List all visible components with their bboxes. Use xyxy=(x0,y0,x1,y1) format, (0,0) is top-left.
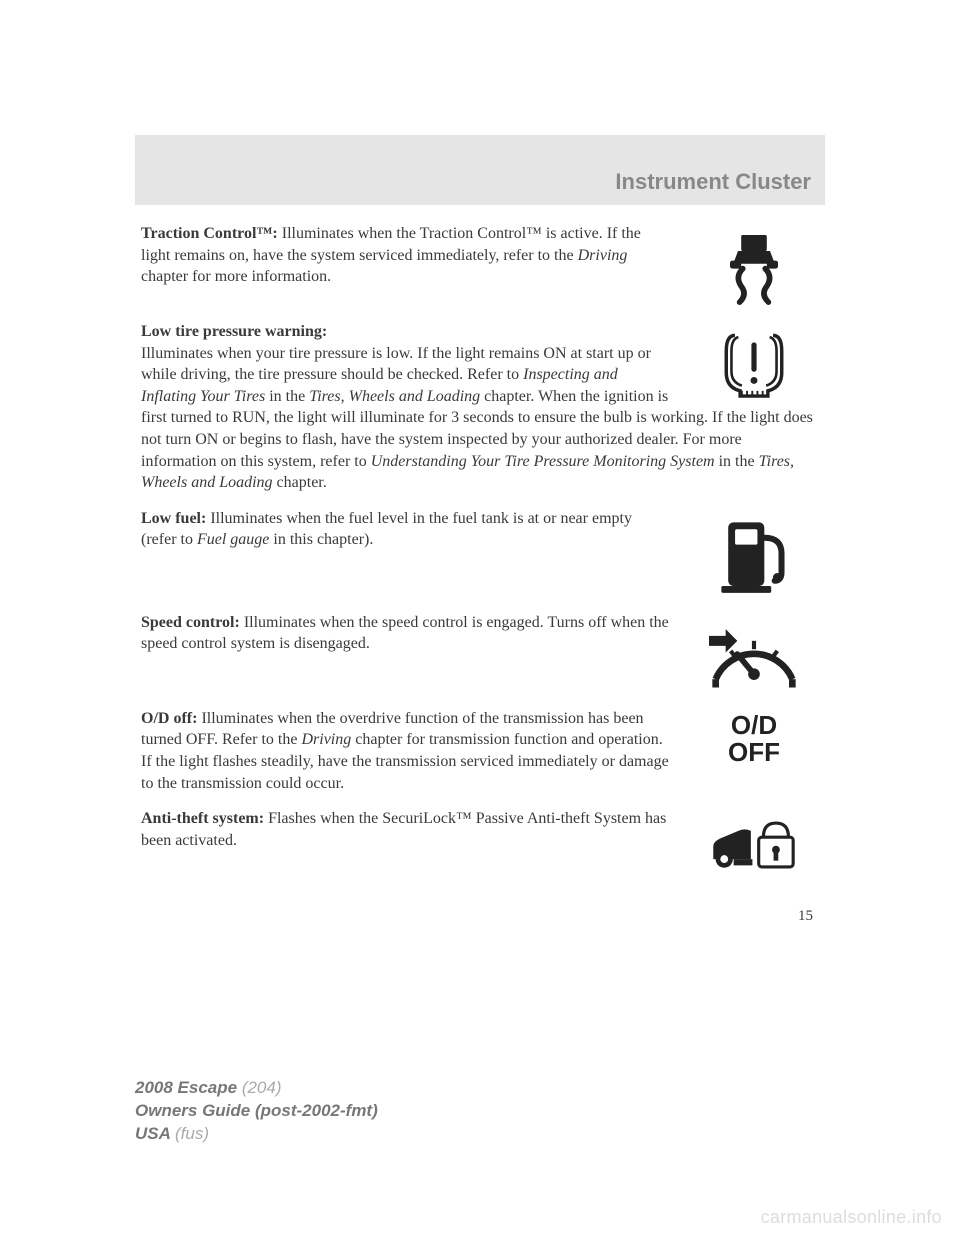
section-anti: Anti-theft system: Flashes when the Secu… xyxy=(141,808,819,878)
traction-text2: chapter for more information. xyxy=(141,268,331,285)
anti-label: Anti-theft system: xyxy=(141,810,264,827)
tire-text5: chapter. xyxy=(273,474,327,491)
chapter-header: Instrument Cluster xyxy=(135,135,825,205)
traction-label: Traction Control™: xyxy=(141,225,278,242)
footer-l3a: USA xyxy=(135,1124,175,1143)
page-number: 15 xyxy=(141,906,819,926)
tire-ital3: Understanding Your Tire Pressure Monitor… xyxy=(371,453,715,470)
footer-l2: Owners Guide (post-2002-fmt) xyxy=(135,1101,378,1120)
fuel-icon xyxy=(689,512,819,598)
od-line2: OFF xyxy=(689,739,819,766)
section-traction: Traction Control™: Illuminates when the … xyxy=(141,223,819,307)
speed-icon xyxy=(689,616,819,694)
section-od: O/D OFF O/D off: Illuminates when the ov… xyxy=(141,708,819,794)
body-content: Traction Control™: Illuminates when the … xyxy=(135,223,825,926)
fuel-label: Low fuel: xyxy=(141,510,206,527)
page-frame: Instrument Cluster Traction Control™: I xyxy=(135,135,825,926)
footer-l1b: (204) xyxy=(242,1078,282,1097)
tire-label: Low tire pressure warning: xyxy=(141,323,327,340)
footer-l3b: (fus) xyxy=(175,1124,209,1143)
footer-block: 2008 Escape (204) Owners Guide (post-200… xyxy=(135,1077,378,1146)
section-fuel: Low fuel: Illuminates when the fuel leve… xyxy=(141,508,819,598)
tire-text4: in the xyxy=(715,453,759,470)
section-tire: Low tire pressure warning: Illuminates w… xyxy=(141,321,819,494)
od-label: O/D off: xyxy=(141,710,197,727)
od-line1: O/D xyxy=(689,712,819,739)
tire-icon xyxy=(689,325,819,403)
od-icon: O/D OFF xyxy=(689,712,819,767)
fuel-ital1: Fuel gauge xyxy=(197,531,269,548)
traction-ital1: Driving xyxy=(578,247,628,264)
fuel-text2: in this chapter). xyxy=(269,531,373,548)
speed-label: Speed control: xyxy=(141,614,240,631)
chapter-title: Instrument Cluster xyxy=(615,169,811,195)
tire-ital2: Tires, Wheels and Loading xyxy=(309,388,480,405)
traction-icon xyxy=(689,227,819,307)
anti-icon xyxy=(689,812,819,878)
od-ital1: Driving xyxy=(301,731,351,748)
footer-l1a: 2008 Escape xyxy=(135,1078,242,1097)
tire-text2: in the xyxy=(265,388,309,405)
section-speed: Speed control: Illuminates when the spee… xyxy=(141,612,819,694)
watermark: carmanualsonline.info xyxy=(761,1207,942,1228)
